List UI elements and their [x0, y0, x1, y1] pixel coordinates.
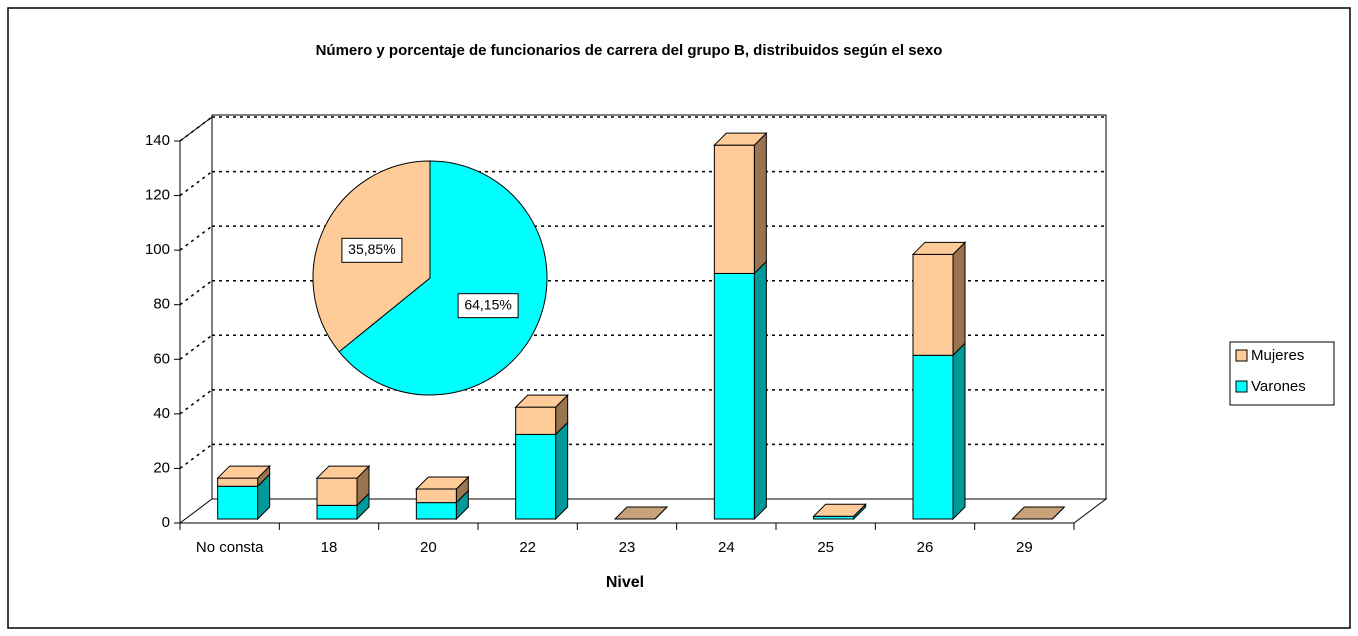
x-tick-label: 24: [718, 539, 735, 556]
bar: [217, 485, 259, 520]
bar-top: [911, 241, 967, 255]
y-tick-label: 60: [153, 350, 170, 367]
bar-top: [514, 394, 569, 408]
bar: [415, 488, 457, 504]
bar: [316, 504, 358, 520]
bar-top: [713, 132, 768, 146]
bar-top: [216, 465, 271, 479]
bar: [515, 433, 557, 520]
y-tick-label: 20: [153, 459, 170, 476]
x-tick-label: 20: [420, 539, 437, 556]
bar-side: [555, 421, 569, 521]
y-tick-label: 140: [145, 132, 170, 149]
bar-top: [613, 506, 669, 520]
bar-side: [952, 241, 966, 357]
pie-label: 35,85%: [348, 241, 395, 257]
bar-top: [315, 465, 371, 479]
bar-side: [952, 342, 966, 521]
x-tick-label: 22: [519, 539, 536, 556]
y-tick-label: 80: [153, 296, 170, 313]
bar: [415, 502, 457, 520]
y-tick-label: 120: [145, 187, 170, 204]
bar: [713, 144, 755, 274]
legend-label: Mujeres: [1251, 347, 1304, 364]
x-tick-label: No consta: [196, 539, 264, 556]
bar-side: [753, 131, 767, 275]
bar-top: [812, 503, 867, 517]
bar: [316, 477, 358, 506]
pie-label: 64,15%: [464, 296, 511, 312]
bar: [912, 354, 954, 520]
pie-label-box: [341, 237, 403, 263]
x-tick-label: 18: [321, 539, 338, 556]
bar-top: [415, 476, 470, 490]
y-tick-label: 40: [153, 405, 170, 422]
x-tick-label: 29: [1016, 539, 1033, 556]
x-tick-label: 23: [619, 539, 636, 556]
x-tick-label: 26: [917, 539, 934, 556]
pie-label-box: [457, 293, 519, 319]
bar-side: [753, 260, 767, 521]
y-tick-label: 0: [162, 514, 170, 531]
legend-label: Varones: [1251, 378, 1306, 395]
x-tick-label: 25: [817, 539, 834, 556]
bar-top: [1011, 506, 1066, 520]
bar: [217, 477, 259, 487]
y-tick-label: 100: [145, 241, 170, 258]
x-axis-label: Nivel: [606, 574, 644, 591]
bar: [713, 272, 755, 520]
chart-title: Número y porcentaje de funcionarios de c…: [316, 42, 943, 59]
legend-swatch: [1235, 380, 1248, 393]
bar: [912, 253, 954, 356]
bar: [515, 406, 557, 435]
legend-swatch: [1235, 349, 1248, 362]
pie-slice: [338, 160, 548, 396]
wall-edge: [179, 116, 213, 142]
